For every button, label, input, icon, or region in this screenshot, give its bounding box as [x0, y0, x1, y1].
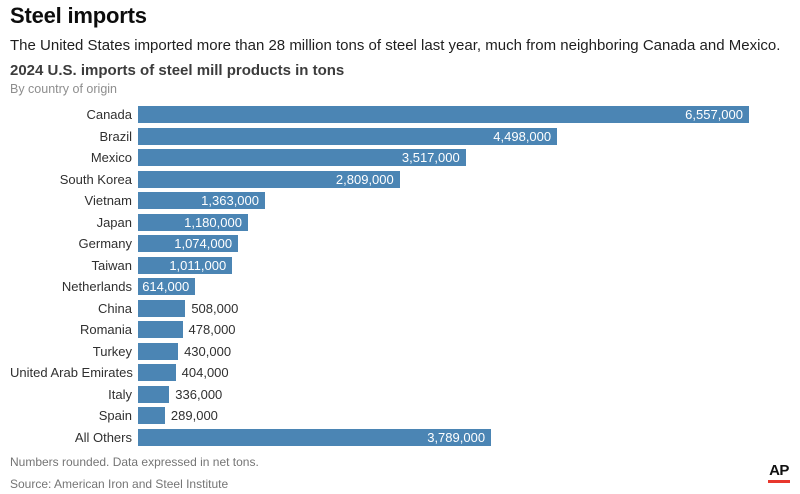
category-label: Japan	[96, 214, 132, 230]
category-label: Vietnam	[84, 193, 132, 208]
category-label: China	[98, 300, 132, 316]
chart-row: Vietnam 1,363,000	[10, 192, 749, 209]
bar	[138, 321, 183, 338]
chart-row: Mexico 3,517,000	[10, 149, 749, 166]
chart-row: Netherlands 614,000	[10, 278, 749, 295]
value-label: 3,517,000	[401, 150, 460, 165]
category-label: Mexico	[90, 150, 132, 165]
chart-row: Germany 1,074,000	[10, 235, 749, 252]
footnote: Numbers rounded. Data expressed in net t…	[10, 455, 259, 469]
bar-track: 336,000	[138, 385, 749, 403]
bar-chart: Canada 6,557,000 Brazil 4,498,000 Mexico 3,51…	[10, 106, 749, 450]
page-title: Steel imports	[10, 3, 147, 28]
bar-track: 4,498,000	[138, 127, 749, 145]
chart-row: Taiwan 1,011,000	[10, 256, 749, 274]
category-label: Brazil	[99, 128, 132, 144]
bar-track: 404,000	[138, 364, 749, 381]
bar-track: 1,180,000	[138, 213, 749, 231]
chart-subtitle: By country of origin	[10, 82, 117, 96]
value-label: 1,363,000	[201, 193, 259, 208]
bar-track: 3,517,000	[138, 149, 749, 166]
bar-track: 1,011,000	[138, 256, 749, 274]
source-line: Source: American Iron and Steel Institut…	[10, 477, 229, 491]
value-label: 404,000	[181, 365, 229, 380]
bar-track: 3,789,000	[138, 428, 749, 446]
bar: 1,180,000	[138, 213, 248, 231]
chart-row: Romania 478,000	[10, 321, 749, 338]
bar-track: 430,000	[138, 342, 749, 360]
chart-row: Spain 289,000	[10, 407, 749, 424]
bar	[138, 342, 179, 360]
value-label: 2,809,000	[335, 171, 394, 187]
category-label: Germany	[78, 236, 132, 251]
ap-logo: AP	[768, 462, 790, 483]
bar-track: 478,000	[138, 321, 749, 338]
bar-track: 1,363,000	[138, 192, 749, 209]
page-subtitle: The United States imported more than 28 …	[10, 37, 781, 54]
value-label: 6,557,000	[685, 107, 743, 122]
value-label: 478,000	[188, 322, 236, 337]
bar	[138, 364, 176, 381]
value-label: 336,000	[175, 386, 223, 402]
category-label: Turkey	[92, 343, 132, 359]
bar: 2,809,000	[138, 170, 400, 188]
bar	[138, 407, 165, 424]
bar: 4,498,000	[138, 127, 558, 145]
chart-rows: Canada 6,557,000 Brazil 4,498,000 Mexico 3,51…	[10, 106, 749, 446]
value-label: 1,180,000	[184, 214, 242, 230]
bar-track: 2,809,000	[138, 170, 749, 188]
bar: 1,363,000	[138, 192, 265, 209]
bar: 6,557,000	[138, 106, 749, 123]
category-label: All Others	[74, 429, 132, 445]
category-label: South Korea	[59, 171, 132, 187]
bar-track: 1,074,000	[138, 235, 749, 252]
value-label: 508,000	[191, 300, 239, 316]
chart-row: Japan 1,180,000	[10, 213, 749, 231]
chart-row: Italy 336,000	[10, 385, 749, 403]
value-label: 4,498,000	[493, 128, 552, 144]
ap-logo-text: AP	[769, 462, 789, 479]
bar-track: 289,000	[138, 407, 749, 424]
bar: 1,074,000	[138, 235, 239, 252]
chart-row: South Korea 2,809,000	[10, 170, 749, 188]
bar	[138, 299, 186, 317]
ap-logo-underline	[768, 480, 790, 483]
chart-row: Brazil 4,498,000	[10, 127, 749, 145]
bar	[138, 385, 170, 403]
bar-track: 508,000	[138, 299, 749, 317]
category-label: Netherlands	[61, 279, 132, 294]
chart-title: 2024 U.S. imports of steel mill products…	[10, 62, 345, 79]
category-label: United Arab Emirates	[10, 365, 133, 380]
bar: 3,517,000	[138, 149, 466, 166]
bar-track: 614,000	[138, 278, 749, 295]
bar: 614,000	[138, 278, 196, 295]
category-label: Canada	[86, 107, 132, 122]
chart-row: Canada 6,557,000	[10, 106, 749, 123]
chart-row: China 508,000	[10, 299, 749, 317]
bar: 3,789,000	[138, 428, 492, 446]
value-label: 3,789,000	[427, 429, 486, 445]
category-label: Romania	[79, 322, 132, 337]
value-label: 430,000	[184, 343, 232, 359]
bar-track: 6,557,000	[138, 106, 749, 123]
value-label: 614,000	[142, 279, 190, 294]
category-label: Spain	[98, 408, 132, 423]
chart-row: United Arab Emirates 404,000	[10, 364, 749, 381]
value-label: 289,000	[170, 408, 218, 423]
value-label: 1,074,000	[174, 236, 233, 251]
chart-row: Turkey 430,000	[10, 342, 749, 360]
category-label: Taiwan	[91, 257, 132, 273]
value-label: 1,011,000	[169, 257, 227, 273]
bar: 1,011,000	[138, 256, 233, 274]
chart-row: All Others 3,789,000	[10, 428, 749, 446]
category-label: Italy	[108, 386, 132, 402]
